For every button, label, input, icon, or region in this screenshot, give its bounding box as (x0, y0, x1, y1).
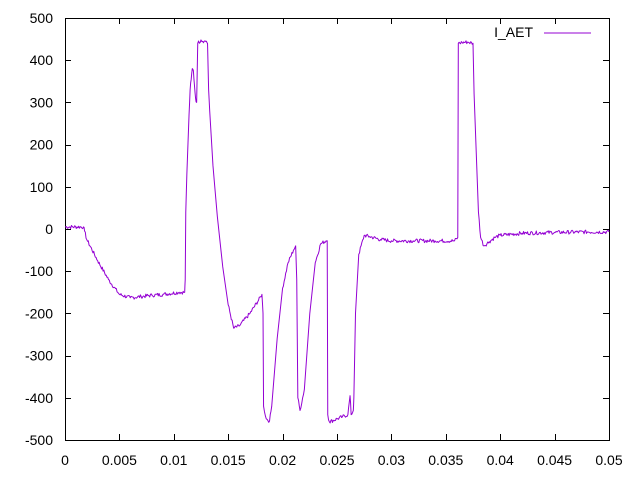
y-tick-label: -100 (25, 263, 53, 279)
x-tick-label: 0.015 (211, 452, 246, 468)
y-tick-label: 400 (30, 52, 54, 68)
legend: I_AET (494, 24, 591, 40)
y-tick-label: -500 (25, 432, 53, 448)
plot-frame (65, 18, 610, 441)
x-tick-label: 0.035 (428, 452, 463, 468)
x-tick-label: 0.01 (160, 452, 187, 468)
x-tick-label: 0.05 (595, 452, 622, 468)
y-tick-label: -300 (25, 348, 53, 364)
x-tick-label: 0.025 (319, 452, 354, 468)
x-tick-label: 0.04 (487, 452, 514, 468)
y-tick-label: 100 (30, 179, 54, 195)
x-tick-label: 0.03 (378, 452, 405, 468)
axis-ticks (65, 18, 610, 441)
x-tick-label: 0 (61, 452, 69, 468)
series-layer (64, 39, 610, 424)
y-tick-label: -400 (25, 390, 53, 406)
axis-tick-labels: 0 0.005 0.01 0.015 0.02 0.025 0.03 0.035 0.04 0.0… (25, 10, 623, 468)
y-tick-label: 500 (30, 10, 54, 26)
y-tick-label: 0 (45, 221, 53, 237)
y-tick-label: -200 (25, 305, 53, 321)
x-tick-label: 0.045 (537, 452, 572, 468)
x-tick-label: 0.005 (102, 452, 137, 468)
series-line (64, 39, 610, 424)
x-tick-label: 0.02 (269, 452, 296, 468)
y-tick-label: 200 (30, 137, 54, 153)
legend-label: I_AET (494, 24, 533, 40)
y-tick-label: 300 (30, 94, 54, 110)
